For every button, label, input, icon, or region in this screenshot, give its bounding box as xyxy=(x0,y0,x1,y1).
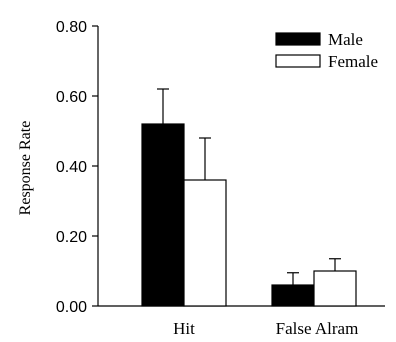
x-category-label: Hit xyxy=(173,319,195,338)
legend-label-male: Male xyxy=(328,30,363,49)
x-category-label: False Alram xyxy=(276,319,359,338)
bar-male-false-alram xyxy=(271,284,315,307)
y-tick-label: 0.20 xyxy=(56,229,87,246)
y-tick-label: 0.00 xyxy=(56,299,87,316)
legend: Male Female xyxy=(275,30,378,71)
legend-swatch-male xyxy=(275,32,321,46)
y-tick-label: 0.40 xyxy=(56,159,87,176)
bar-male-hit xyxy=(141,123,185,307)
y-axis-label: Response Rate xyxy=(17,121,34,216)
y-ticks: 0.00 0.20 0.40 0.60 0.80 xyxy=(56,19,98,316)
y-tick-label: 0.80 xyxy=(56,19,87,36)
legend-label-female: Female xyxy=(328,52,378,71)
bar-female-false-alram xyxy=(313,270,357,307)
x-axis: Hit False Alram xyxy=(98,305,385,338)
y-axis: 0.00 0.20 0.40 0.60 0.80 xyxy=(56,19,99,316)
bar-female-hit xyxy=(183,179,227,307)
y-tick-label: 0.60 xyxy=(56,89,87,106)
bars xyxy=(141,88,357,307)
legend-swatch-female xyxy=(275,54,321,68)
x-labels: Hit False Alram xyxy=(173,319,358,338)
